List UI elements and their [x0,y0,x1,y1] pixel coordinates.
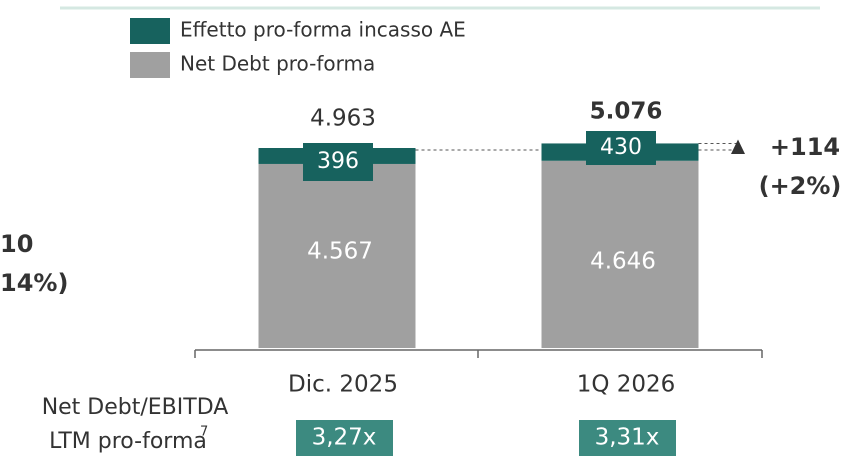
segment-label: 4.646 [590,249,656,275]
bar-segment [258,163,416,348]
segment-label-box [303,143,373,181]
ratio-box [579,420,676,456]
segment-label: 4.567 [307,239,373,265]
segment-label-box [586,131,656,165]
footnote: 7 [200,425,208,440]
x-tick-label: Dic. 2025 [288,372,398,398]
ratio-label: 3,31x [595,425,660,451]
left-label: 10 [0,230,33,258]
segment-label: 396 [317,149,359,174]
change-label: +114 [770,133,840,161]
x-tick-label: 1Q 2026 [577,372,676,398]
change-arrow [731,139,745,154]
ratio-title: Net Debt/EBITDA [42,395,229,420]
legend-swatch [130,52,170,78]
ratio-title: LTM pro-forma [49,429,207,454]
legend-label: Effetto pro-forma incasso AE [180,18,466,42]
ratio-label: 3,27x [312,425,377,451]
legend-label: Net Debt pro-forma [180,52,375,76]
left-label: 14%) [0,269,68,297]
segment-label: 430 [600,135,642,160]
total-label: 5.076 [590,99,663,125]
change-pct: (+2%) [759,172,842,200]
legend-swatch [130,18,170,44]
ratio-box [296,420,393,456]
total-label: 4.963 [310,106,376,132]
bar-segment [541,160,699,348]
